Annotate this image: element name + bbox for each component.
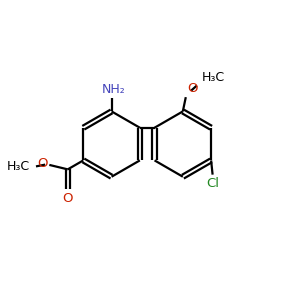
Text: H₃C: H₃C [202,71,225,84]
Text: O: O [37,157,48,170]
Text: H₃C: H₃C [7,160,30,173]
Text: O: O [62,192,73,205]
Text: Cl: Cl [206,177,219,190]
Text: O: O [187,82,198,95]
Text: NH₂: NH₂ [102,83,126,96]
